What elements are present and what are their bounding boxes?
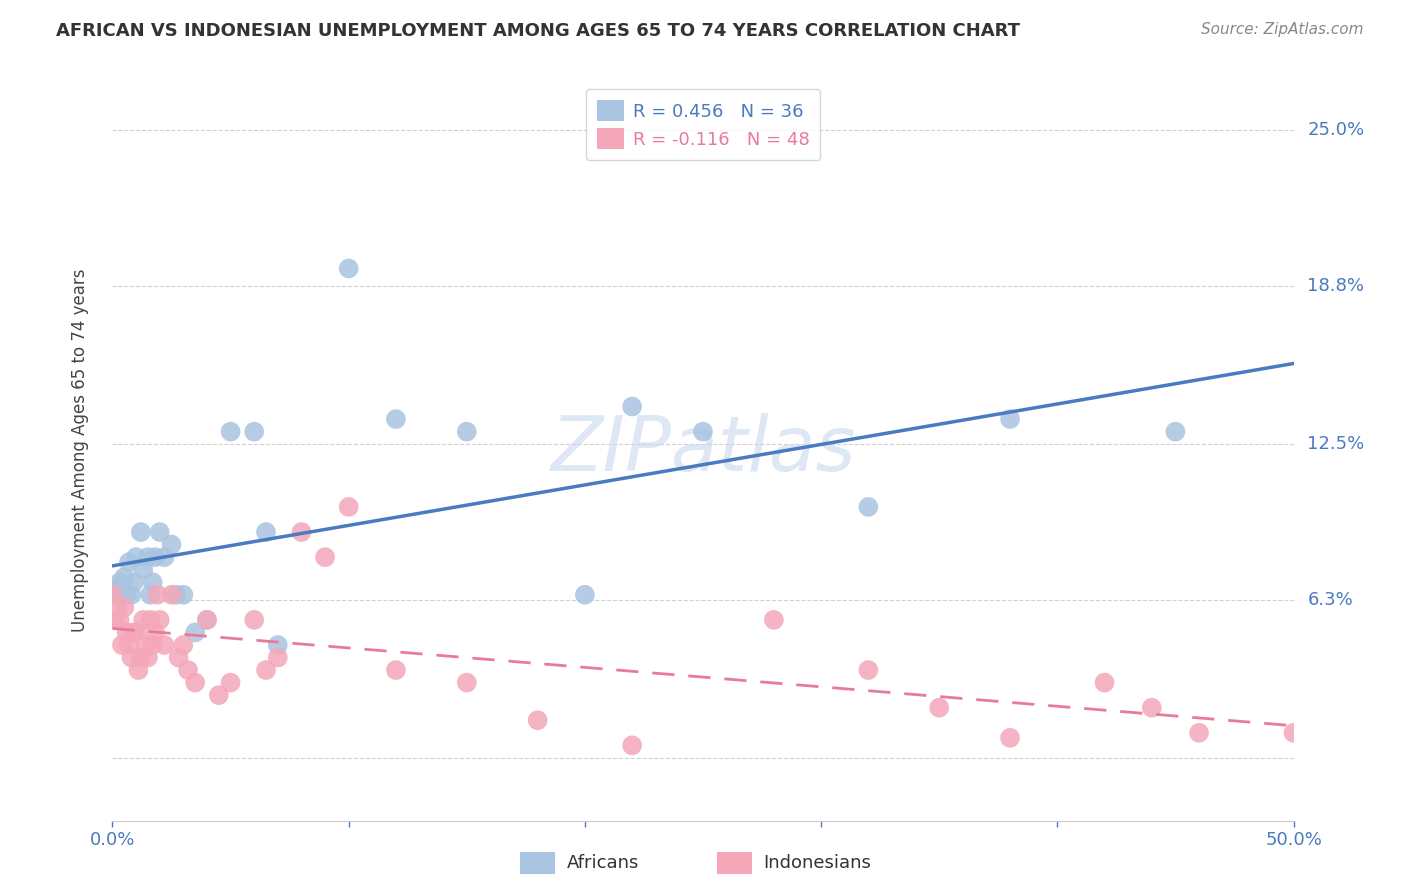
Point — [243, 613, 266, 627]
Text: Indonesians: Indonesians — [763, 855, 872, 872]
Point — [132, 563, 155, 577]
Point — [621, 739, 644, 753]
Point — [385, 663, 408, 677]
Text: Source: ZipAtlas.com: Source: ZipAtlas.com — [1201, 22, 1364, 37]
Point — [142, 575, 165, 590]
Point — [101, 588, 124, 602]
Point — [337, 261, 360, 276]
Point — [143, 625, 166, 640]
Point — [314, 550, 336, 565]
Point — [621, 400, 644, 414]
Point — [254, 663, 277, 677]
Point — [139, 613, 162, 627]
Point — [122, 625, 145, 640]
Point — [208, 688, 231, 702]
Point — [118, 638, 141, 652]
Point — [692, 425, 714, 439]
Point — [290, 524, 312, 539]
Point — [105, 580, 128, 594]
Point — [858, 500, 880, 514]
Point — [153, 638, 176, 652]
Point — [254, 524, 277, 539]
Point — [143, 550, 166, 565]
Point — [219, 425, 242, 439]
Point — [125, 550, 148, 565]
Point — [120, 650, 142, 665]
Point — [139, 588, 162, 602]
Point — [125, 625, 148, 640]
Point — [456, 675, 478, 690]
Point — [1164, 425, 1187, 439]
Point — [184, 675, 207, 690]
Point — [111, 638, 134, 652]
Point — [167, 650, 190, 665]
Point — [219, 675, 242, 690]
Point — [104, 613, 127, 627]
Point — [177, 663, 200, 677]
Point — [132, 613, 155, 627]
Point — [146, 588, 169, 602]
Point — [172, 588, 194, 602]
Point — [172, 638, 194, 652]
Point — [115, 625, 138, 640]
Point — [135, 638, 157, 652]
Legend: R = 0.456   N = 36, R = -0.116   N = 48: R = 0.456 N = 36, R = -0.116 N = 48 — [586, 89, 820, 160]
Point — [762, 613, 785, 627]
Y-axis label: Unemployment Among Ages 65 to 74 years: Unemployment Among Ages 65 to 74 years — [70, 268, 89, 632]
Point — [385, 412, 408, 426]
Point — [998, 731, 1021, 745]
Point — [112, 570, 135, 584]
Point — [108, 575, 131, 590]
Point — [1188, 726, 1211, 740]
Point — [142, 638, 165, 652]
Point — [267, 650, 290, 665]
Point — [127, 663, 149, 677]
Point — [112, 600, 135, 615]
Point — [526, 713, 548, 727]
Point — [858, 663, 880, 677]
Point — [122, 575, 145, 590]
Point — [149, 524, 172, 539]
Point — [153, 550, 176, 565]
Point — [165, 588, 187, 602]
Point — [149, 613, 172, 627]
Point — [195, 613, 218, 627]
Point — [160, 538, 183, 552]
Point — [115, 588, 138, 602]
Point — [243, 425, 266, 439]
Point — [998, 412, 1021, 426]
Text: AFRICAN VS INDONESIAN UNEMPLOYMENT AMONG AGES 65 TO 74 YEARS CORRELATION CHART: AFRICAN VS INDONESIAN UNEMPLOYMENT AMONG… — [56, 22, 1021, 40]
Point — [456, 425, 478, 439]
Point — [118, 555, 141, 569]
Point — [120, 588, 142, 602]
Point — [108, 613, 131, 627]
Text: ZIPatlas: ZIPatlas — [550, 414, 856, 487]
Point — [1094, 675, 1116, 690]
Point — [184, 625, 207, 640]
Point — [105, 600, 128, 615]
Point — [136, 650, 159, 665]
Text: 6.3%: 6.3% — [1308, 591, 1353, 608]
Point — [195, 613, 218, 627]
Point — [267, 638, 290, 652]
Point — [129, 524, 152, 539]
Point — [1140, 700, 1163, 714]
Text: Africans: Africans — [567, 855, 638, 872]
Point — [136, 550, 159, 565]
Text: 25.0%: 25.0% — [1308, 121, 1365, 139]
Point — [111, 588, 134, 602]
Point — [928, 700, 950, 714]
Text: 12.5%: 12.5% — [1308, 435, 1365, 453]
Text: 18.8%: 18.8% — [1308, 277, 1364, 295]
Point — [574, 588, 596, 602]
Point — [337, 500, 360, 514]
Point — [129, 650, 152, 665]
Point — [1282, 726, 1305, 740]
Point — [160, 588, 183, 602]
Point — [104, 588, 127, 602]
